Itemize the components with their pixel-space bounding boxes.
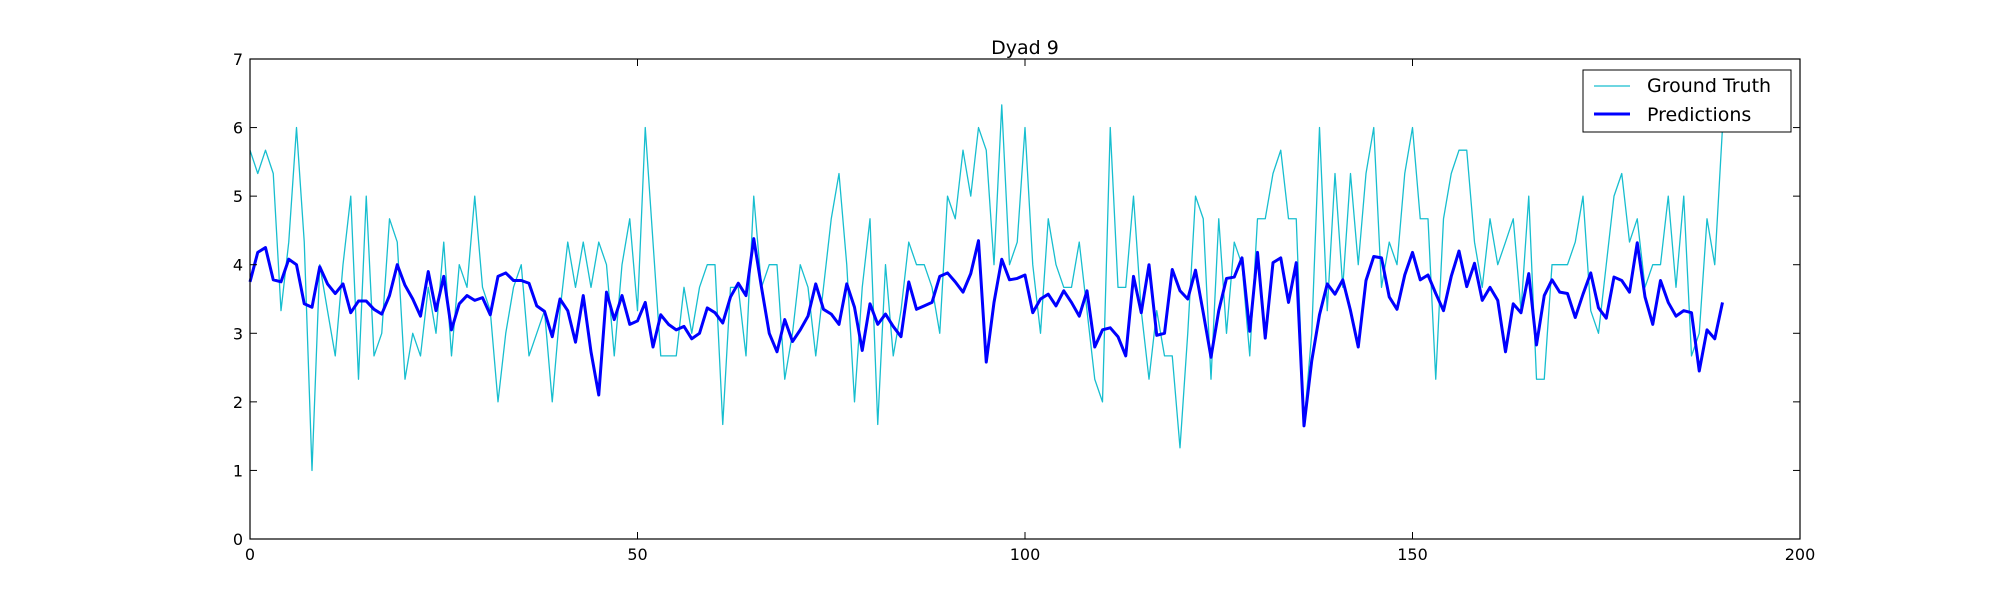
x-tick-label: 200 — [1785, 545, 1816, 564]
legend-label-ground-truth: Ground Truth — [1647, 75, 1771, 97]
series-layer — [248, 104, 1724, 472]
y-tick-label: 4 — [233, 256, 243, 275]
x-tick-label: 0 — [245, 545, 255, 564]
legend-box — [1582, 69, 1792, 133]
x-tick-label: 150 — [1397, 545, 1428, 564]
y-tick-label: 5 — [233, 187, 243, 206]
series-line-ground-truth — [249, 104, 1724, 472]
legend: Ground Truth Predictions — [1582, 69, 1792, 133]
y-tick-label: 0 — [233, 530, 243, 549]
y-tick-label: 2 — [233, 393, 243, 412]
x-tick-label: 50 — [627, 545, 647, 564]
chart-title: Dyad 9 — [991, 37, 1059, 59]
axis-ticks: 0 50 100 150 200 0 1 2 3 4 5 6 7 — [233, 50, 1815, 564]
y-tick-label: 6 — [233, 119, 243, 138]
y-tick-label: 3 — [233, 324, 243, 343]
y-tick-label: 1 — [233, 461, 243, 480]
series-line-predictions — [248, 237, 1724, 428]
y-tick-label: 7 — [233, 50, 243, 69]
legend-label-predictions: Predictions — [1647, 104, 1751, 126]
x-tick-label: 100 — [1010, 545, 1041, 564]
